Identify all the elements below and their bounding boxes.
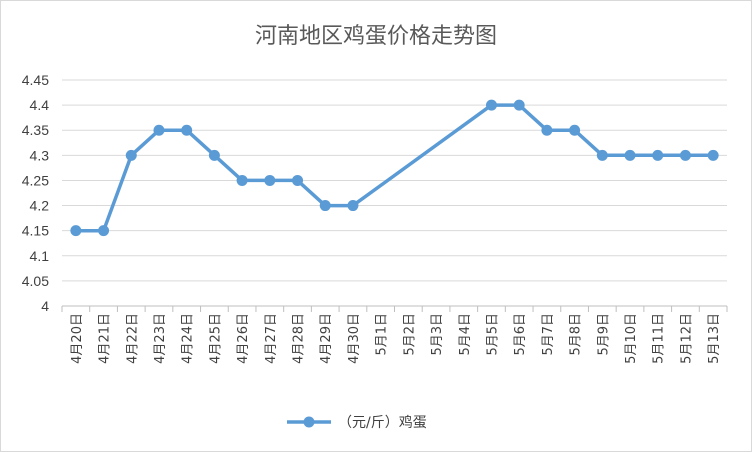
y-tick-label: 4.45 bbox=[22, 72, 49, 88]
x-tick-label: 4月29日 bbox=[319, 313, 334, 364]
data-point bbox=[208, 149, 220, 161]
y-tick-label: 4.2 bbox=[30, 198, 50, 214]
x-tick-label: 4月27日 bbox=[264, 313, 279, 364]
x-tick-label: 5月3日 bbox=[430, 313, 445, 356]
x-tick-label: 4月25日 bbox=[208, 313, 223, 364]
data-point bbox=[624, 149, 636, 161]
data-point bbox=[98, 225, 110, 237]
x-axis bbox=[61, 305, 728, 312]
x-tick-label: 4月26日 bbox=[236, 313, 251, 364]
x-axis-ticks: 4月20日 4月21日 4月22日 4月23日 4月24日 4月25日 4月26日 4月27日… bbox=[70, 313, 722, 364]
data-point bbox=[153, 124, 165, 136]
data-point bbox=[181, 124, 193, 136]
y-tick-label: 4.1 bbox=[30, 248, 50, 264]
legend: （元/斤）鸡蛋 bbox=[287, 414, 427, 431]
y-tick-label: 4.05 bbox=[22, 273, 49, 289]
x-tick-label: 5月10日 bbox=[624, 313, 639, 364]
x-tick-label: 5月7日 bbox=[541, 313, 556, 356]
data-point bbox=[541, 124, 553, 136]
data-point bbox=[125, 149, 137, 161]
data-point bbox=[70, 225, 82, 237]
x-tick-label: 5月1日 bbox=[375, 313, 390, 356]
x-tick-label: 4月30日 bbox=[347, 313, 362, 364]
x-tick-label: 4月24日 bbox=[181, 313, 196, 364]
data-point bbox=[347, 200, 359, 212]
legend-label: （元/斤）鸡蛋 bbox=[338, 414, 427, 431]
data-point bbox=[264, 174, 276, 186]
x-tick-label: 5月4日 bbox=[458, 313, 473, 356]
data-point bbox=[596, 149, 608, 161]
y-tick-label: 4.15 bbox=[22, 223, 49, 239]
data-point bbox=[679, 149, 691, 161]
data-point bbox=[292, 174, 304, 186]
data-point bbox=[569, 124, 581, 136]
x-tick-label: 5月9日 bbox=[596, 313, 611, 356]
y-axis-ticks: 4 4.05 4.1 4.15 4.2 4.25 4.3 4.35 4.4 4.45 bbox=[22, 72, 49, 314]
y-tick-label: 4.35 bbox=[22, 122, 49, 138]
y-tick-label: 4.4 bbox=[30, 97, 50, 113]
x-tick-label: 5月13日 bbox=[707, 313, 722, 364]
data-point bbox=[485, 99, 497, 111]
x-tick-label: 4月22日 bbox=[125, 313, 140, 364]
x-tick-label: 5月11日 bbox=[652, 313, 667, 364]
data-point bbox=[319, 200, 331, 212]
gridlines bbox=[62, 79, 727, 282]
y-tick-label: 4 bbox=[41, 298, 49, 314]
series-egg-price bbox=[70, 99, 719, 237]
data-point bbox=[236, 174, 248, 186]
x-tick-label: 5月5日 bbox=[485, 313, 500, 356]
data-point bbox=[513, 99, 525, 111]
y-tick-label: 4.25 bbox=[22, 172, 49, 188]
x-tick-label: 5月12日 bbox=[679, 313, 694, 364]
data-point bbox=[652, 149, 664, 161]
x-tick-label: 5月6日 bbox=[513, 313, 528, 356]
x-tick-label: 4月21日 bbox=[98, 313, 113, 364]
chart-title: 河南地区鸡蛋价格走势图 bbox=[255, 24, 497, 49]
x-tick-label: 5月8日 bbox=[569, 313, 584, 356]
series-line bbox=[75, 103, 714, 233]
x-tick-label: 4月28日 bbox=[292, 313, 307, 364]
y-tick-label: 4.3 bbox=[30, 147, 50, 163]
x-tick-label: 4月23日 bbox=[153, 313, 168, 364]
x-tick-label: 5月2日 bbox=[402, 313, 417, 356]
x-tick-label: 4月20日 bbox=[70, 313, 85, 364]
legend-marker-swatch bbox=[303, 416, 315, 428]
data-point bbox=[707, 149, 719, 161]
